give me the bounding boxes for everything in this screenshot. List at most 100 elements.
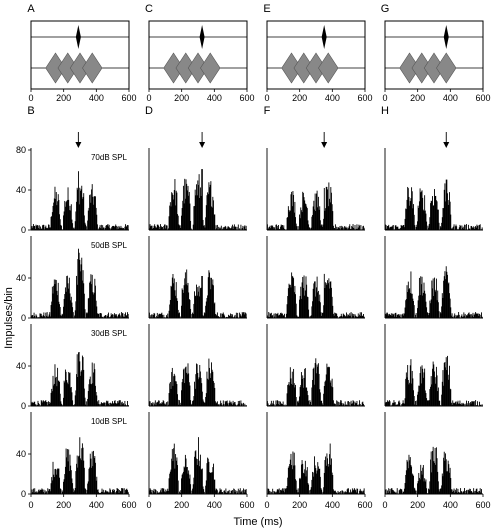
psth-bar (385, 224, 386, 230)
psth-bar (76, 275, 77, 318)
psth-bar (475, 227, 477, 230)
psth-bar (396, 488, 398, 494)
psth-bar (59, 307, 61, 318)
psth-bar (386, 228, 388, 230)
psth-bar (476, 313, 478, 318)
psth-bar (469, 228, 471, 230)
psth-bar (94, 369, 96, 406)
psth-bar (352, 400, 354, 406)
panel-letter: E (263, 3, 270, 15)
psth-bar (406, 377, 408, 406)
psth-bar (47, 401, 49, 406)
psth-bar (186, 374, 188, 406)
psth-bar (295, 397, 297, 406)
psth-bar (173, 283, 175, 318)
psth-bar (346, 489, 348, 494)
psth-bar (476, 224, 478, 230)
psth-bar (51, 286, 53, 318)
psth-bar (199, 364, 201, 406)
psth-bar (188, 478, 190, 494)
psth-bar (315, 296, 317, 318)
psth-bar (32, 226, 34, 230)
psth-bar (343, 314, 345, 318)
psth-bar (33, 225, 35, 230)
psth-bar (194, 456, 195, 494)
psth-bar (399, 314, 401, 318)
psth-bar (456, 488, 458, 494)
psth-bar (98, 400, 100, 406)
psth-bar (304, 203, 306, 230)
psth-bar (110, 316, 111, 318)
psth-bar (230, 402, 231, 406)
psth-bar (473, 488, 475, 494)
psth-bar (334, 313, 336, 318)
psth-bar (329, 367, 330, 406)
psth-bar (302, 375, 304, 406)
psth-bar (214, 313, 216, 318)
psth-bar (235, 226, 237, 230)
psth-bar (233, 316, 235, 318)
psth-bar (96, 313, 98, 318)
psth-bar (454, 402, 456, 406)
psth-bar (93, 372, 94, 406)
psth-bar (295, 303, 297, 318)
psth-bar (57, 282, 59, 318)
psth-bar (192, 224, 194, 230)
psth-bar (457, 314, 459, 318)
psth-bar (385, 225, 387, 230)
psth-bar (422, 295, 424, 318)
psth-bar (160, 403, 162, 406)
psth-bar (270, 225, 272, 230)
psth-bar (74, 490, 76, 494)
psth-bar (199, 288, 201, 318)
psth-bar (420, 383, 422, 406)
psth-bar (154, 404, 156, 406)
psth-bar (436, 458, 438, 494)
psth-bar (394, 316, 396, 318)
psth-bar (397, 404, 399, 406)
psth-bar (181, 215, 182, 230)
psth-bar (411, 466, 413, 494)
x-tick-label: 200 (174, 500, 189, 510)
psth-bar (113, 489, 115, 494)
psth-bar (405, 299, 407, 318)
psth-bar (406, 199, 408, 230)
psth-bar (432, 368, 433, 406)
psth-bar (409, 365, 411, 406)
psth-bar (87, 483, 89, 494)
psth-bar (34, 404, 36, 406)
psth-bar (464, 315, 465, 318)
y-tick-label: 0 (21, 225, 26, 235)
psth-bar (158, 226, 160, 230)
psth-bar (221, 313, 223, 318)
psth-bar (105, 225, 107, 230)
psth-bar (61, 490, 63, 494)
psth-bar (398, 315, 400, 318)
psth-bar (184, 383, 186, 406)
psth-bar (467, 403, 469, 406)
psth-bar (396, 314, 398, 318)
psth-bar (342, 226, 344, 230)
psth-bar (231, 314, 233, 318)
psth-bar (356, 400, 358, 406)
psth-bar (409, 293, 411, 318)
psth-bar (335, 313, 337, 318)
psth-bar (113, 491, 115, 494)
psth-bar (289, 211, 291, 230)
psth-bar (445, 279, 447, 318)
psth-bar (358, 316, 360, 318)
psth-bar (172, 461, 174, 494)
psth-bar (294, 285, 296, 318)
psth-bar (213, 214, 215, 230)
psth-bar (325, 456, 327, 494)
psth-bar (418, 385, 420, 406)
psth-bar (308, 400, 310, 406)
psth-bar (156, 224, 158, 230)
psth-bar (344, 226, 345, 230)
psth-bar (54, 186, 56, 230)
psth-bar (440, 488, 442, 494)
psth-bar (289, 367, 291, 406)
psth-bar (282, 404, 283, 406)
psth-bar (297, 316, 299, 318)
psth-bar (359, 314, 361, 318)
